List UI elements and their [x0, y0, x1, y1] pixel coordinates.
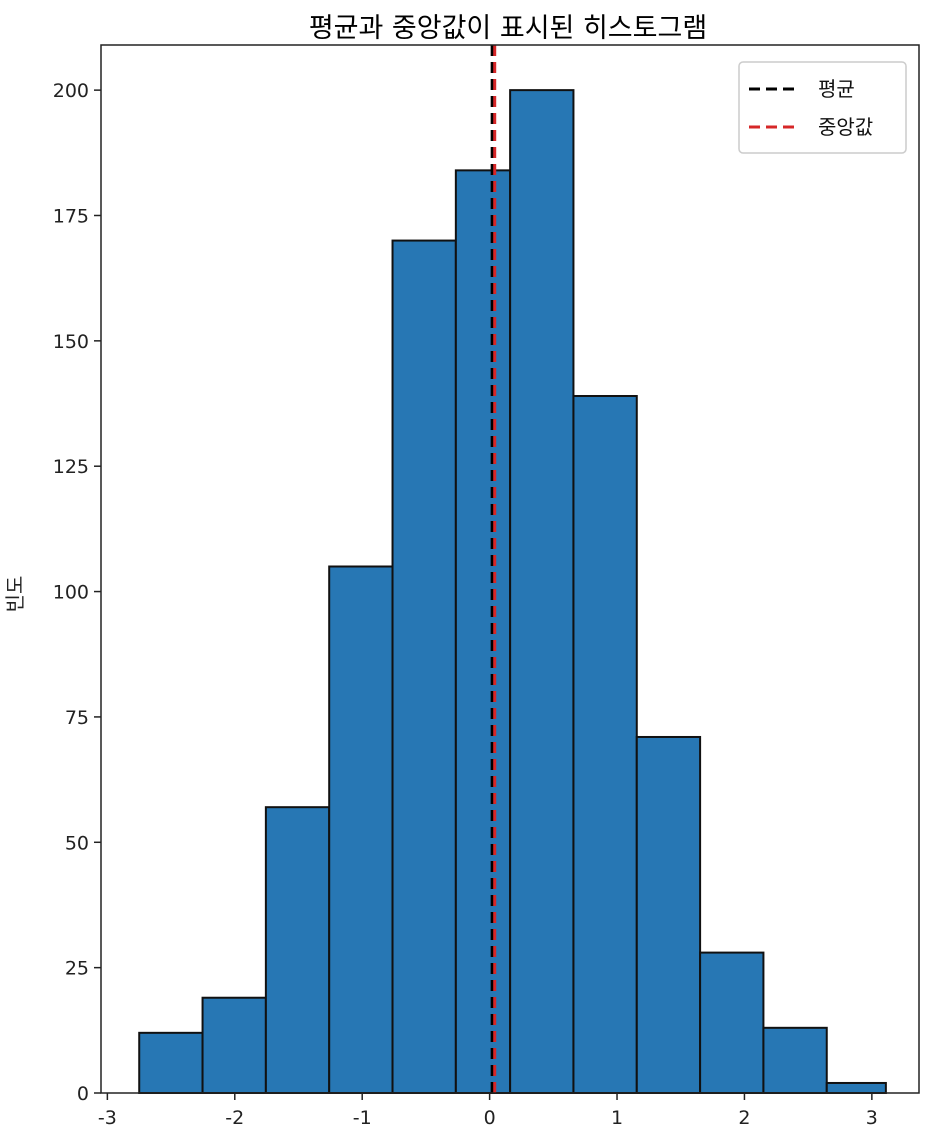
histogram-bar-11 — [762, 1026, 828, 1094]
histogram-bar-2 — [201, 996, 267, 1095]
x-tick-label: -1 — [353, 1107, 372, 1129]
reference-lines — [490, 45, 497, 1093]
y-axis-ticks: 0 25 50 75 100 125 150 175 200 — [53, 80, 101, 1105]
y-tick-label: 200 — [53, 80, 89, 102]
histogram-bar-4 — [328, 565, 394, 1094]
chart-title: 평균과 중앙값이 표시된 히스토그램 — [309, 13, 707, 44]
x-tick-label: -3 — [98, 1107, 117, 1129]
y-tick-label: 50 — [65, 832, 89, 854]
histogram-bar-3 — [264, 806, 331, 1094]
y-tick-label: 100 — [53, 582, 89, 604]
histogram-bar-6 — [454, 169, 512, 1095]
x-tick-label: 3 — [866, 1107, 878, 1129]
legend-label: 평균 — [818, 77, 855, 101]
y-tick-label: 150 — [53, 331, 89, 353]
legend-box — [738, 61, 907, 154]
x-tick-label: 2 — [738, 1107, 750, 1129]
histogram-bar-5 — [391, 239, 457, 1094]
histogram-bar-1 — [138, 1031, 204, 1095]
y-tick-label: 175 — [53, 205, 89, 227]
x-tick-label: 1 — [611, 1107, 623, 1129]
histogram-bar-12 — [825, 1081, 887, 1095]
legend-label: 중앙값 — [818, 115, 873, 139]
x-axis-ticks: -3 -2 -1 0 1 2 3 — [98, 1093, 878, 1129]
bars-group — [138, 89, 887, 1095]
y-tick-label: 125 — [53, 456, 89, 478]
y-tick-label: 25 — [65, 958, 89, 980]
x-tick-label: -2 — [225, 1107, 244, 1129]
y-axis-label: 빈도 — [3, 576, 27, 613]
histogram-bar-8 — [572, 395, 638, 1095]
plot-frame — [100, 44, 920, 1094]
histogram-bar-9 — [635, 735, 702, 1094]
y-tick-label: 0 — [77, 1083, 89, 1105]
histogram-bar-7 — [509, 89, 575, 1094]
x-tick-label: 0 — [484, 1107, 496, 1129]
histogram-bar-10 — [699, 951, 765, 1094]
y-tick-label: 75 — [65, 707, 89, 729]
